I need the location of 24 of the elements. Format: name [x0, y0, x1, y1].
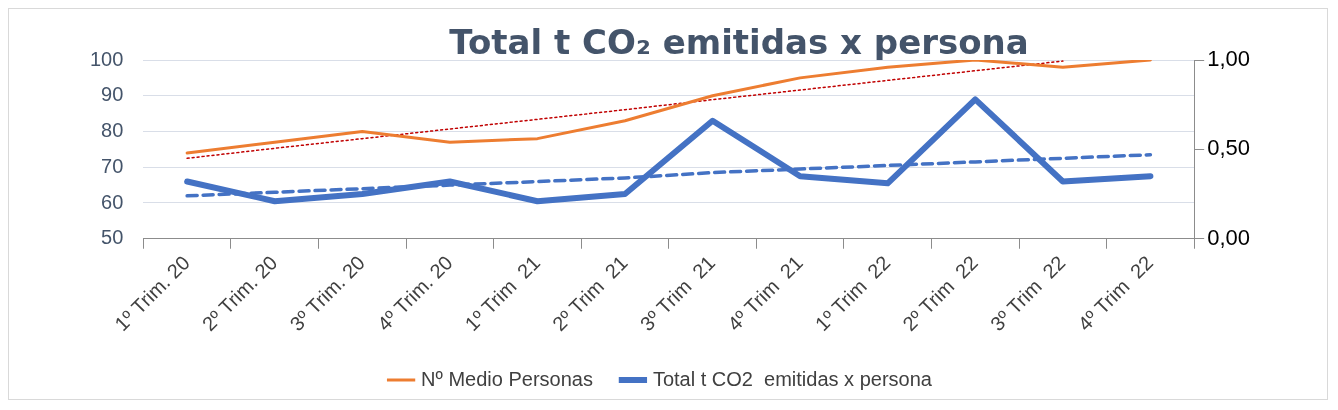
y-tick-label: 70	[101, 154, 124, 177]
x-tick-label: 4º Trim 21	[723, 251, 807, 335]
y-tick-label: 80	[101, 119, 124, 142]
x-tick-label: 1º Trim 21	[460, 251, 545, 335]
chart-title: Total t CO₂ emitidas x persona	[449, 22, 1029, 62]
x-tick-label: 3º Trim 22	[985, 251, 1070, 335]
x-tick-label: 2º Trim 22	[898, 251, 982, 335]
x-tick-label: 4º Trim. 20	[372, 251, 457, 335]
legend-label: Nº Medio Personas	[421, 367, 593, 390]
y-tick-label: 90	[101, 83, 124, 106]
y2-tick-label: 0,50	[1207, 135, 1251, 161]
y2-tick-label: 0,00	[1207, 224, 1251, 250]
x-tick-label: 4º Trim 22	[1073, 251, 1158, 335]
x-tick-label: 2º Trim. 20	[197, 251, 282, 335]
x-tick-label: 2º Trim 21	[548, 251, 632, 335]
y2-tick-label: 1,00	[1207, 46, 1251, 72]
y-tick-label: 100	[89, 47, 124, 70]
x-tick-label: 1º Trim 22	[810, 251, 895, 335]
x-tick-label: 3º Trim 21	[635, 251, 720, 335]
legend-label: Total t CO2 emitidas x persona	[652, 367, 933, 390]
y-tick-label: 50	[101, 226, 124, 249]
x-tick-label: 3º Trim. 20	[285, 251, 370, 335]
x-tick-label: 1º Trim. 20	[110, 251, 194, 335]
y-tick-label: 60	[101, 190, 124, 213]
